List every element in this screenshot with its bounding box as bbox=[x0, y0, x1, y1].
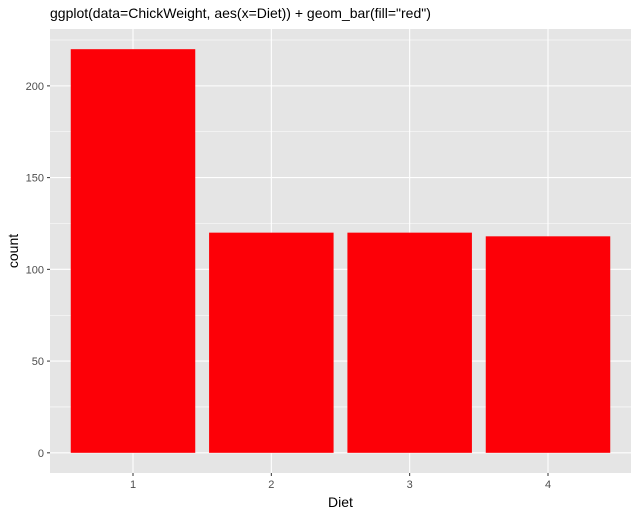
x-tick-label: 3 bbox=[407, 479, 413, 491]
y-axis: 0 50 100 150 200 bbox=[26, 81, 50, 460]
bar-diet-4 bbox=[485, 236, 611, 453]
y-tick-label: 0 bbox=[38, 448, 44, 460]
bar-diet-1 bbox=[70, 49, 196, 453]
chart-title: ggplot(data=ChickWeight, aes(x=Diet)) + … bbox=[50, 5, 431, 21]
y-tick-label: 100 bbox=[26, 264, 44, 276]
bars bbox=[70, 49, 611, 453]
bar-diet-2 bbox=[209, 232, 334, 453]
x-tick-label: 1 bbox=[130, 479, 136, 491]
x-tick-label: 4 bbox=[545, 479, 551, 491]
x-tick-label: 2 bbox=[268, 479, 274, 491]
y-tick-label: 150 bbox=[26, 173, 44, 185]
x-axis-title: Diet bbox=[328, 494, 353, 510]
x-axis: 1 2 3 4 bbox=[130, 473, 551, 491]
y-tick-label: 50 bbox=[32, 356, 44, 368]
y-tick-label: 200 bbox=[26, 81, 44, 93]
y-axis-title: count bbox=[5, 234, 21, 268]
bar-diet-3 bbox=[347, 232, 472, 453]
